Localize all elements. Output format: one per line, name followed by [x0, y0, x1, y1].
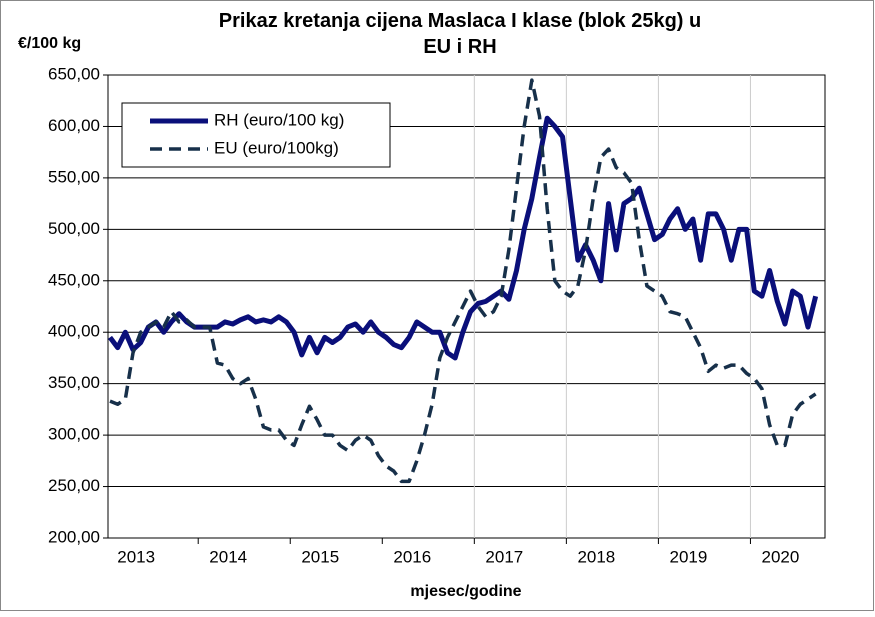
- y-tick-label: 400,00: [48, 322, 100, 341]
- x-tick-label: 2018: [577, 547, 615, 566]
- y-tick-label: 550,00: [48, 167, 100, 186]
- x-tick-label: 2015: [301, 547, 339, 566]
- chart-title: Prikaz kretanja cijena Maslaca I klase (…: [219, 10, 701, 58]
- y-tick-label: 350,00: [48, 373, 100, 392]
- plot-area: [107, 74, 826, 539]
- x-axis-label: mjesec/godine: [410, 583, 521, 600]
- x-tick-label: 2017: [485, 547, 523, 566]
- series-line: [109, 78, 817, 484]
- y-tick-label: 300,00: [48, 425, 100, 444]
- y-tick-label: 650,00: [48, 64, 100, 83]
- series-line: [107, 115, 819, 361]
- x-tick-label: 2019: [669, 547, 707, 566]
- x-tick-label: 2014: [209, 547, 247, 566]
- y-tick-label: 200,00: [48, 527, 100, 546]
- y-tick-label: 250,00: [48, 476, 100, 495]
- y-axis-label: €/100 kg: [18, 35, 81, 52]
- y-tick-label: 450,00: [48, 270, 100, 289]
- legend-label: RH (euro/100 kg): [214, 110, 344, 129]
- legend: [121, 102, 391, 168]
- x-tick-label: 2013: [117, 547, 155, 566]
- x-tick-label: 2016: [393, 547, 431, 566]
- x-tick-label: 2020: [762, 547, 800, 566]
- legend-label: EU (euro/100kg): [214, 138, 339, 157]
- y-tick-label: 500,00: [48, 219, 100, 238]
- y-tick-label: 600,00: [48, 116, 100, 135]
